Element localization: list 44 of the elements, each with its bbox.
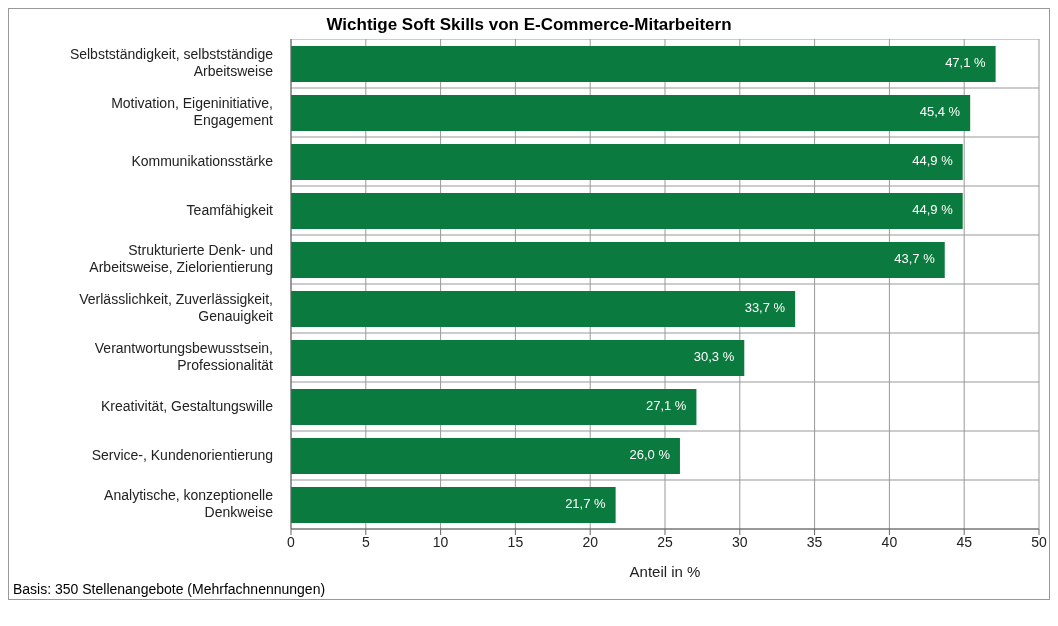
x-tick-label: 5 [361, 533, 370, 550]
bar [291, 144, 963, 180]
data-label: 45,4 % [919, 104, 961, 120]
x-tick-label: 35 [806, 533, 823, 550]
bar [291, 193, 963, 229]
bar [291, 291, 796, 327]
bar [291, 46, 996, 82]
x-tick-label: 10 [432, 533, 449, 550]
y-tick-label: Verantwortungsbewusstsein, Professionalität [94, 339, 274, 373]
bar [291, 487, 616, 523]
x-axis-title: Anteil in % [629, 563, 701, 580]
data-label: 44,9 % [912, 202, 954, 218]
y-tick-label: Service-, Kundenorientierung [91, 446, 273, 463]
x-tick-label: 0 [287, 533, 296, 550]
x-tick-label: 40 [881, 533, 898, 550]
data-label: 43,7 % [894, 251, 936, 267]
x-tick-label: 15 [507, 533, 524, 550]
data-label: 26,0 % [629, 447, 671, 463]
data-label: 27,1 % [645, 398, 687, 414]
bar [291, 242, 945, 278]
x-tick-label: 30 [732, 533, 748, 550]
x-tick-label: 20 [582, 533, 599, 550]
bar [291, 389, 697, 425]
x-tick-label: 45 [956, 533, 973, 550]
y-tick-label: Selbstständigkeit, selbstständige Arbeitsweise [69, 45, 274, 79]
y-tick-label: Verlässlichkeit, Zuverlässigkeit, Genauigkeit [79, 290, 274, 324]
chart-title: Wichtige Soft Skills von E-Commerce-Mitarbeitern [325, 14, 733, 36]
x-tick-label: 50 [1031, 533, 1047, 550]
bar [291, 340, 745, 376]
y-tick-label: Teamfähigkeit [186, 201, 274, 218]
data-label: 44,9 % [912, 153, 954, 169]
data-label: 30,3 % [693, 349, 735, 365]
y-tick-label: Motivation, Eigeninitiative, Engagement [111, 94, 274, 128]
y-tick-label: Kreativität, Gestaltungswille [101, 397, 274, 414]
y-tick-label: Strukturierte Denk- und Arbeitsweise, Zielorientierung [89, 241, 273, 275]
y-tick-label: Kommunikationsstärke [131, 152, 274, 169]
data-label: 21,7 % [565, 496, 607, 512]
text: Basis: 350 Stellenangebote (Mehrfachnennungen) [12, 580, 327, 599]
bar [291, 95, 971, 131]
data-label: 47,1 % [945, 55, 987, 71]
data-label: 33,7 % [744, 300, 786, 316]
x-tick-label: 25 [657, 533, 673, 550]
y-tick-label: Analytische, konzeptionelle Denkweise [104, 486, 274, 520]
bar [291, 438, 680, 474]
